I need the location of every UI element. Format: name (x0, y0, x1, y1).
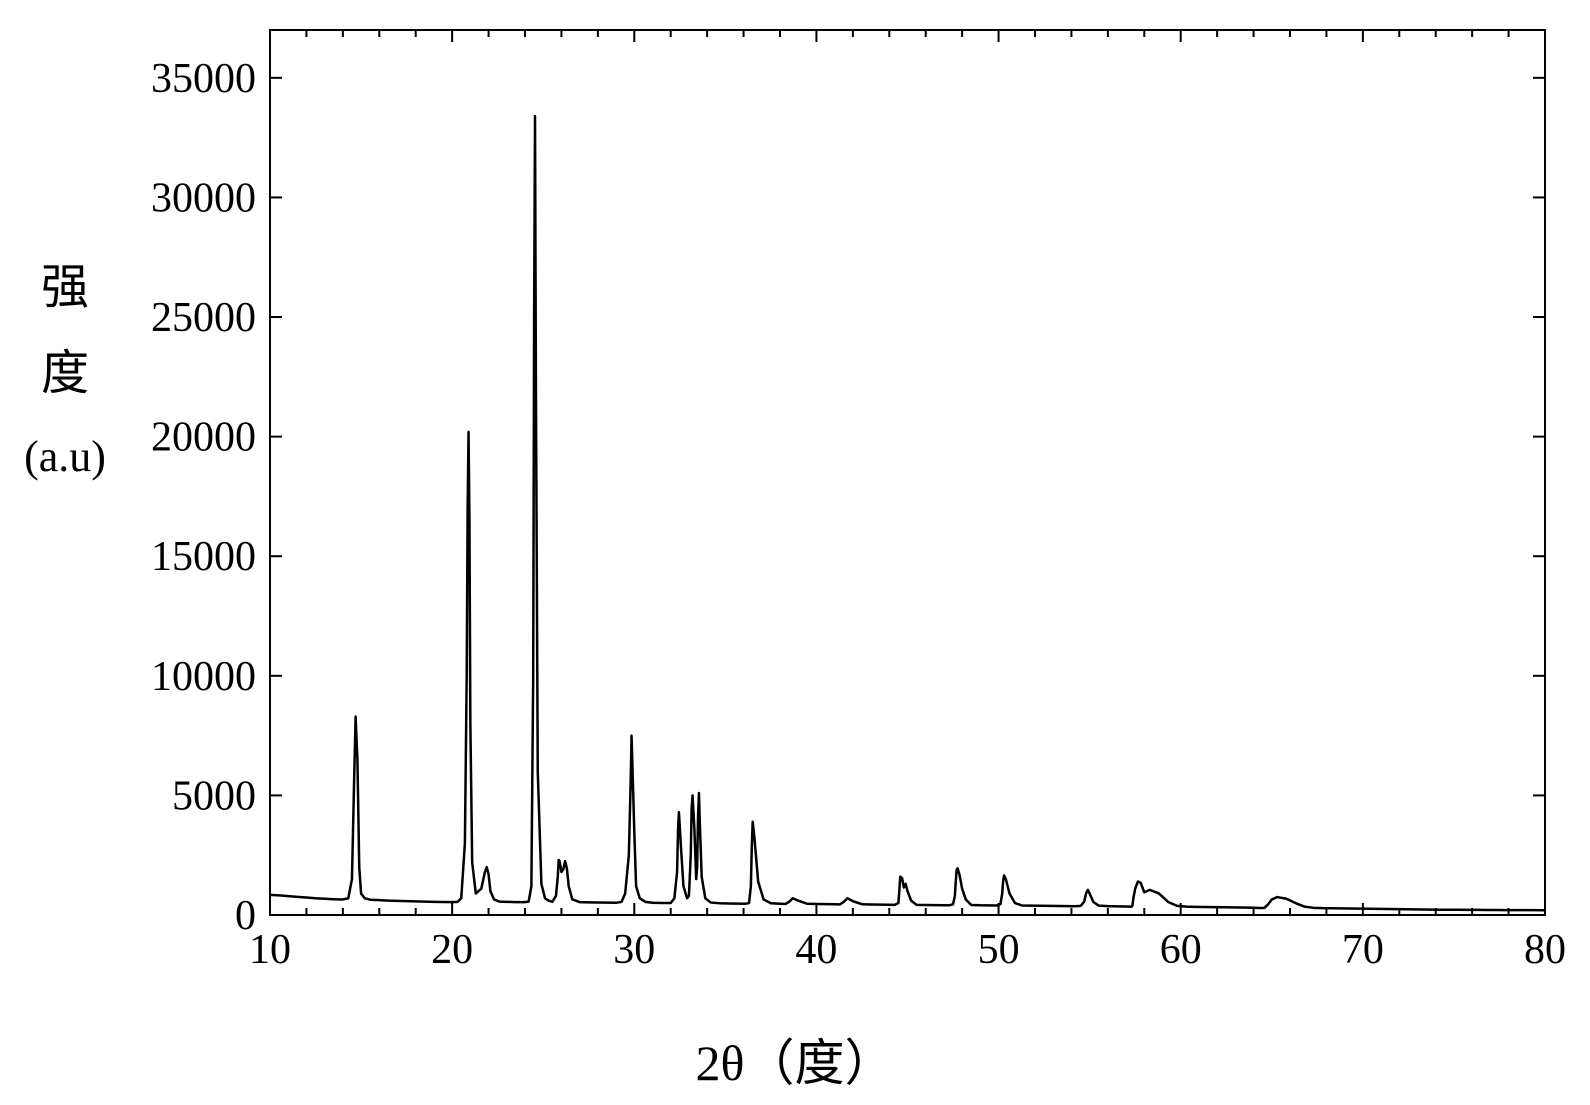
x-tick-label: 40 (795, 927, 837, 973)
y-axis-label-char1: 强 (5, 245, 125, 331)
x-tick-label: 70 (1342, 927, 1384, 973)
y-tick-label: 10000 (151, 654, 256, 700)
plot-area: 1020304050607080050001000015000200002500… (130, 15, 1570, 1005)
xrd-chart: 强 度 (a.u) 102030405060708005000100001500… (0, 0, 1590, 1105)
axis-box (270, 30, 1545, 915)
x-tick-label: 50 (978, 927, 1020, 973)
y-tick-label: 0 (235, 893, 256, 939)
y-tick-label: 20000 (151, 415, 256, 461)
y-tick-label: 15000 (151, 534, 256, 580)
x-tick-label: 80 (1524, 927, 1566, 973)
y-tick-label: 5000 (172, 773, 256, 819)
x-tick-label: 60 (1160, 927, 1202, 973)
xrd-data-line (270, 116, 1545, 910)
y-tick-label: 25000 (151, 295, 256, 341)
y-axis-label: 强 度 (a.u) (5, 245, 125, 485)
y-axis-label-char2: 度 (5, 331, 125, 417)
y-tick-label: 30000 (151, 175, 256, 221)
y-axis-unit: (a.u) (5, 428, 125, 485)
x-tick-label: 30 (613, 927, 655, 973)
x-tick-label: 20 (431, 927, 473, 973)
y-tick-label: 35000 (151, 56, 256, 102)
x-axis-label: 2θ（度） (0, 1023, 1590, 1095)
